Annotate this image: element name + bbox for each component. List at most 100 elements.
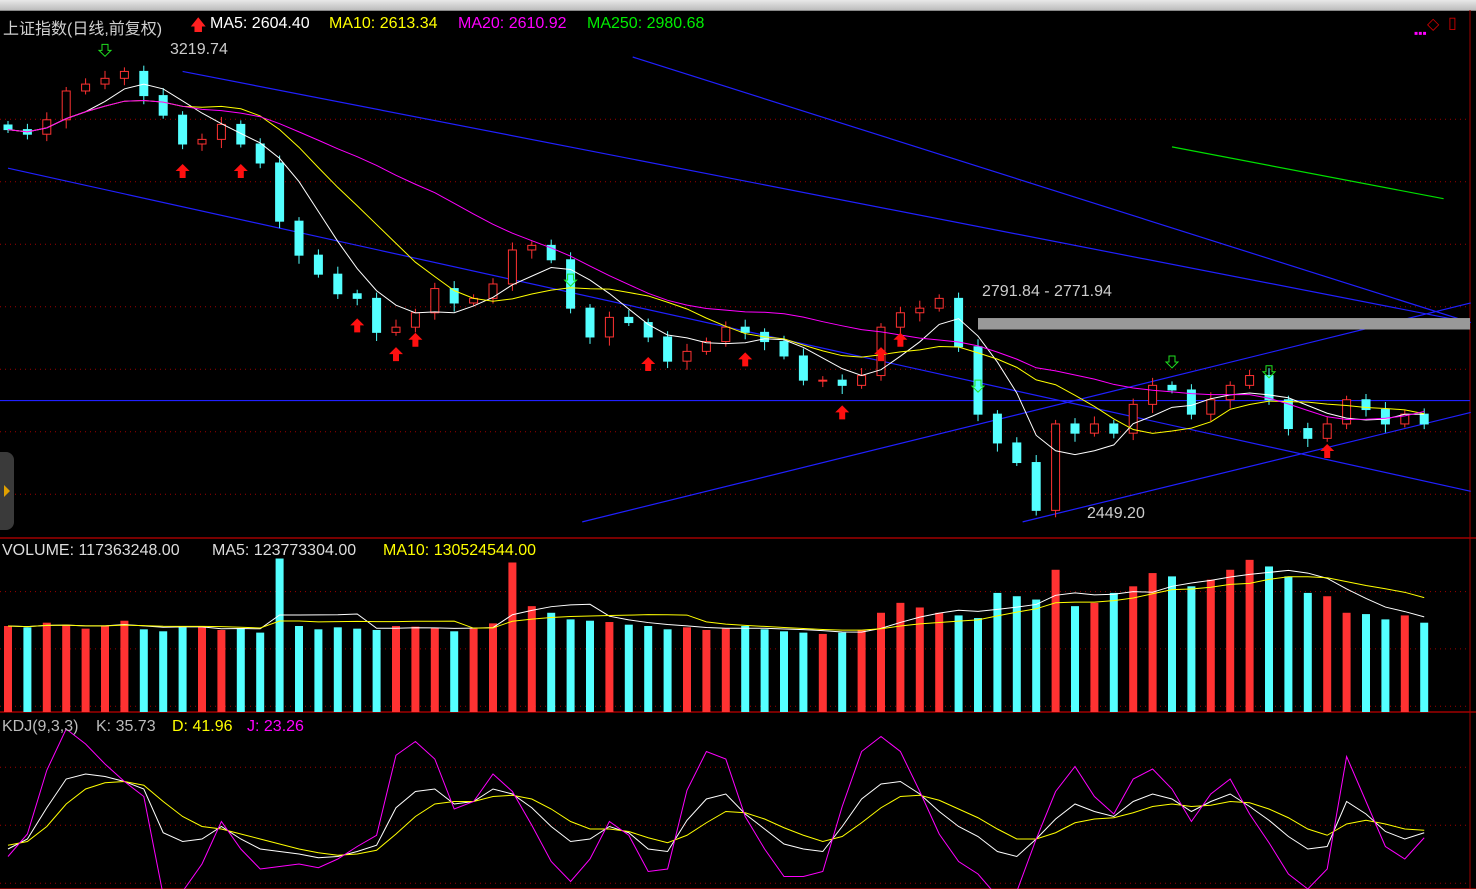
volume-bar bbox=[1226, 569, 1235, 712]
candle bbox=[313, 254, 323, 275]
candle bbox=[1419, 413, 1429, 425]
volume-bar bbox=[780, 631, 788, 712]
volume-bar bbox=[896, 602, 905, 712]
volume-bar bbox=[236, 627, 245, 712]
candle bbox=[81, 83, 91, 92]
candle bbox=[1031, 462, 1041, 511]
volume-bar bbox=[120, 620, 129, 712]
candle bbox=[624, 316, 634, 324]
volume-bar bbox=[818, 633, 827, 712]
candle bbox=[100, 77, 110, 85]
volume-bar bbox=[1342, 612, 1351, 712]
candle bbox=[158, 95, 168, 116]
candle bbox=[352, 293, 362, 299]
volume-label: VOLUME: 117363248.00 bbox=[2, 542, 180, 559]
candle bbox=[178, 114, 188, 145]
ma10-label: MA10: 2613.34 bbox=[329, 15, 438, 32]
panel-toggle-icon[interactable]: ▯ bbox=[1448, 15, 1457, 32]
volume-bar bbox=[586, 620, 594, 712]
candle bbox=[1322, 423, 1332, 439]
ma250-label: MA250: 2980.68 bbox=[587, 15, 705, 32]
kdj-k-label: K: 35.73 bbox=[96, 718, 156, 735]
volume-bar bbox=[314, 629, 323, 712]
volume-bar bbox=[256, 632, 265, 712]
volume-bar bbox=[508, 562, 517, 712]
buy-arrow-icon bbox=[175, 163, 190, 178]
volume-bar bbox=[683, 627, 691, 712]
volume-bar bbox=[799, 632, 808, 712]
kdj-d-line bbox=[7, 780, 1425, 856]
volume-bar bbox=[1420, 622, 1429, 712]
candle bbox=[546, 244, 556, 261]
candle bbox=[1051, 423, 1061, 511]
volume-bar bbox=[1303, 592, 1312, 712]
kdj-j-label: J: 23.26 bbox=[247, 718, 304, 735]
volume-bar bbox=[721, 628, 730, 712]
chart-title: 上证指数(日线,前复权) bbox=[3, 21, 163, 38]
volume-bar bbox=[644, 626, 653, 712]
diamond-icon[interactable]: ◇ bbox=[1427, 16, 1440, 33]
volume-bar bbox=[1400, 615, 1409, 712]
volume-bar bbox=[392, 626, 400, 712]
volume-bar bbox=[42, 622, 51, 712]
sell-arrow-icon bbox=[563, 273, 578, 287]
volume-bar bbox=[702, 629, 711, 712]
candle bbox=[255, 143, 265, 164]
volume-ma5-label: MA5: 123773304.00 bbox=[212, 542, 357, 559]
buy-arrow-icon bbox=[641, 356, 656, 371]
candle bbox=[3, 124, 13, 131]
candle bbox=[1167, 384, 1177, 391]
volume-bar bbox=[101, 626, 109, 712]
candle bbox=[1303, 428, 1313, 439]
volume-bar bbox=[450, 631, 459, 712]
sell-arrow-icon bbox=[97, 43, 113, 58]
buy-arrow-icon bbox=[1320, 443, 1335, 458]
volume-bar bbox=[353, 628, 362, 712]
candle bbox=[197, 138, 207, 145]
candle bbox=[1264, 375, 1274, 401]
gap-band bbox=[978, 318, 1470, 330]
candle bbox=[333, 273, 343, 295]
volume-ma10-line bbox=[7, 576, 1425, 631]
candle bbox=[1283, 399, 1293, 430]
volume-bar bbox=[1090, 602, 1099, 712]
volume-bar bbox=[372, 629, 381, 712]
volume-bar bbox=[275, 558, 284, 712]
volume-bar bbox=[333, 627, 342, 712]
candle bbox=[275, 162, 285, 222]
kdj-label: KDJ(9,3,3) bbox=[2, 718, 79, 735]
candle bbox=[1109, 423, 1119, 434]
ma20-line bbox=[7, 99, 1425, 420]
volume-bar bbox=[1381, 619, 1390, 712]
candle bbox=[61, 90, 71, 121]
candle bbox=[992, 413, 1002, 444]
candle bbox=[1245, 375, 1255, 386]
ma20-label: MA20: 2610.92 bbox=[458, 15, 567, 32]
top-toolbar[interactable] bbox=[0, 0, 1476, 11]
candle bbox=[1186, 389, 1196, 415]
volume-bar bbox=[23, 627, 32, 712]
candle bbox=[798, 355, 808, 381]
candle bbox=[449, 288, 459, 304]
volume-bar bbox=[295, 626, 303, 712]
trend-line bbox=[1022, 411, 1471, 523]
buy-arrow-icon bbox=[738, 352, 753, 367]
more-icon[interactable]: ▪▪▪ bbox=[1414, 26, 1427, 40]
side-panel-handle[interactable] bbox=[0, 452, 14, 530]
volume-bar bbox=[139, 629, 148, 712]
buy-arrow-icon bbox=[893, 332, 908, 347]
volume-bar bbox=[760, 629, 769, 712]
volume-ma10-label: MA10: 130524544.00 bbox=[383, 542, 537, 559]
kdj-d-label: D: 41.96 bbox=[172, 718, 233, 735]
volume-bar bbox=[430, 627, 439, 712]
candle bbox=[895, 312, 905, 328]
sell-arrow-icon bbox=[1164, 355, 1180, 369]
candle bbox=[372, 297, 382, 333]
volume-bar bbox=[411, 626, 420, 712]
candle bbox=[139, 70, 149, 97]
ma5-line bbox=[7, 83, 1425, 456]
candle bbox=[410, 312, 420, 328]
volume-bar bbox=[663, 629, 672, 712]
volume-bar bbox=[1071, 606, 1079, 712]
